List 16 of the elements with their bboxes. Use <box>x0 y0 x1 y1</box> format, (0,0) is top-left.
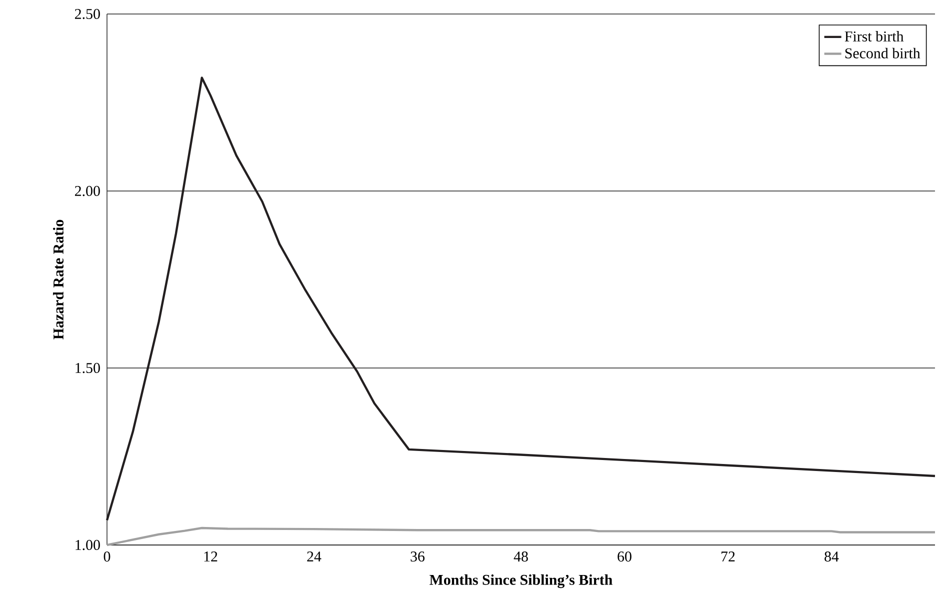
x-tick-label: 60 <box>618 552 632 562</box>
y-axis-title: Hazard Rate Ratio <box>53 220 64 340</box>
x-tick-label: 36 <box>410 552 425 562</box>
x-tick-label: 84 <box>824 552 839 562</box>
x-tick-label: 0 <box>104 552 110 562</box>
x-tick-label: 24 <box>307 552 322 562</box>
y-tick-label: 1.00 <box>76 540 100 550</box>
x-tick-label: 48 <box>514 552 528 562</box>
x-axis-title: Months Since Sibling’s Birth <box>430 574 612 588</box>
legend-label: First birth <box>844 31 904 42</box>
legend-label: Second birth <box>845 48 920 58</box>
x-tick-label: 12 <box>204 552 218 562</box>
y-tick-label: 2.50 <box>74 8 100 20</box>
y-tick-label: 2.00 <box>74 186 100 196</box>
y-tick-label: 1.50 <box>76 362 100 374</box>
x-tick-label: 72 <box>722 552 735 562</box>
